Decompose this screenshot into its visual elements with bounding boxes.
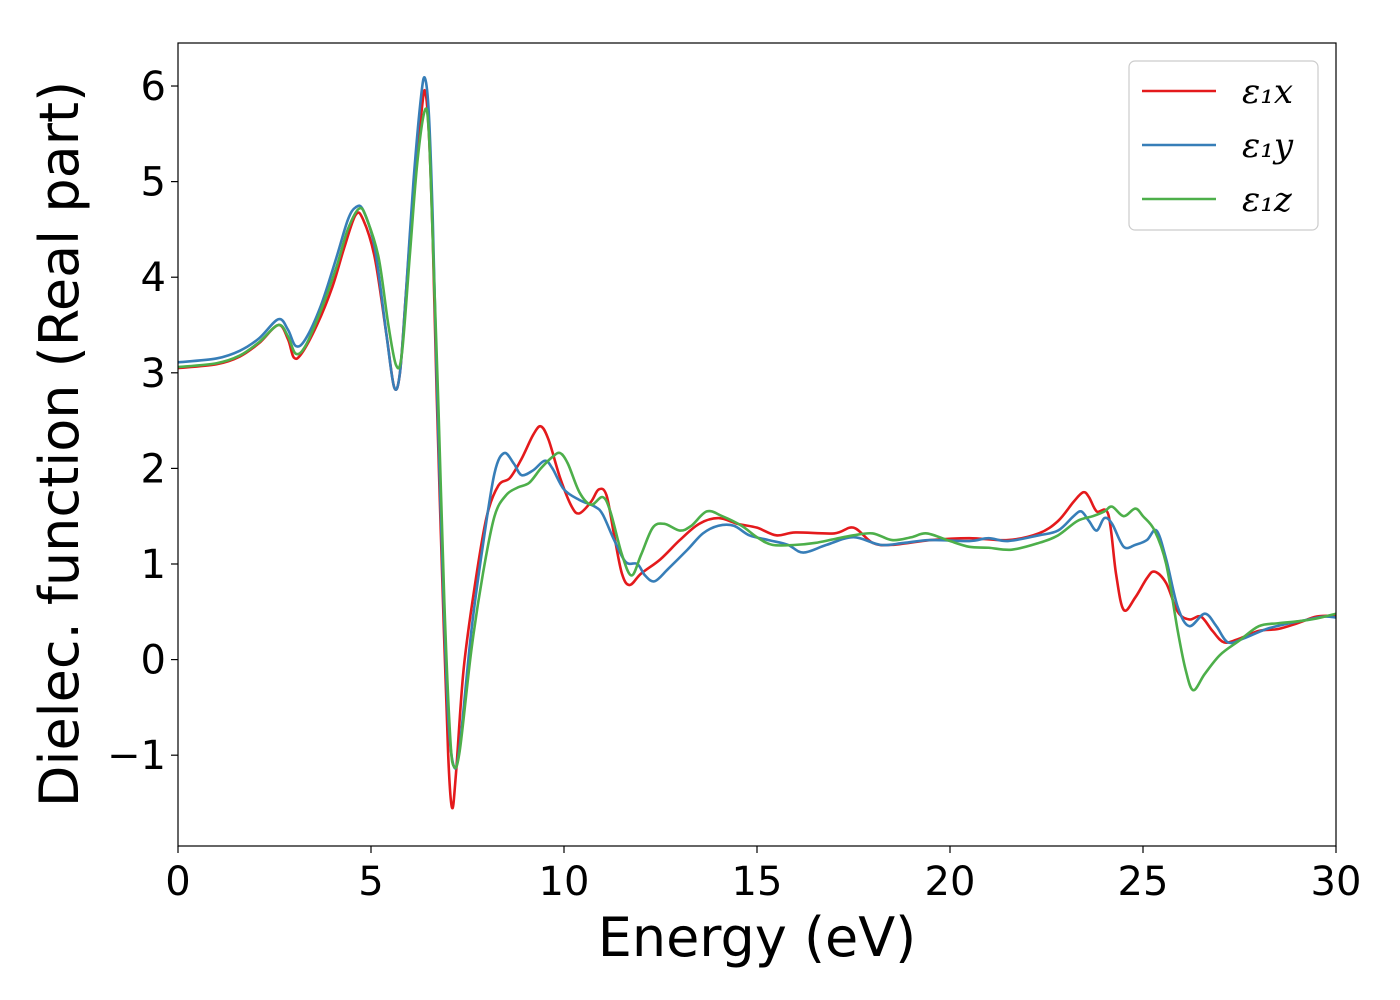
y-tick-label: 6 bbox=[141, 64, 166, 110]
series-layer bbox=[178, 75, 1336, 810]
x-tick-label: 10 bbox=[539, 859, 590, 905]
y-tick-label: 0 bbox=[141, 638, 166, 684]
y-tick-label: 2 bbox=[141, 446, 166, 492]
x-axis: 0 5 10 15 20 25 30 bbox=[165, 846, 1361, 905]
x-axis-label: Energy (eV) bbox=[598, 906, 917, 969]
y-tick-label: 5 bbox=[141, 160, 166, 206]
legend-label-0: ε₁x bbox=[1242, 72, 1293, 112]
legend: ε₁x ε₁y ε₁z bbox=[1128, 60, 1319, 231]
x-tick-label: 20 bbox=[925, 859, 976, 905]
series-line-1 bbox=[178, 75, 1336, 770]
y-tick-label: 1 bbox=[141, 542, 166, 588]
y-axis-label: Dielec. function (Real part) bbox=[28, 81, 91, 807]
y-tick-label: 3 bbox=[141, 351, 166, 397]
x-tick-label: 0 bbox=[165, 859, 190, 905]
legend-label-1: ε₁y bbox=[1242, 126, 1294, 166]
series-line-2 bbox=[178, 107, 1336, 770]
y-tick-label: −1 bbox=[107, 733, 166, 779]
y-tick-label: 4 bbox=[141, 255, 166, 301]
y-axis: −1 0 1 2 3 4 5 6 bbox=[107, 64, 178, 779]
legend-frame bbox=[1128, 60, 1319, 231]
x-tick-label: 25 bbox=[1118, 859, 1169, 905]
x-tick-label: 5 bbox=[358, 859, 383, 905]
x-tick-label: 15 bbox=[732, 859, 783, 905]
legend-label-2: ε₁z bbox=[1242, 180, 1293, 220]
x-tick-label: 30 bbox=[1311, 859, 1362, 905]
